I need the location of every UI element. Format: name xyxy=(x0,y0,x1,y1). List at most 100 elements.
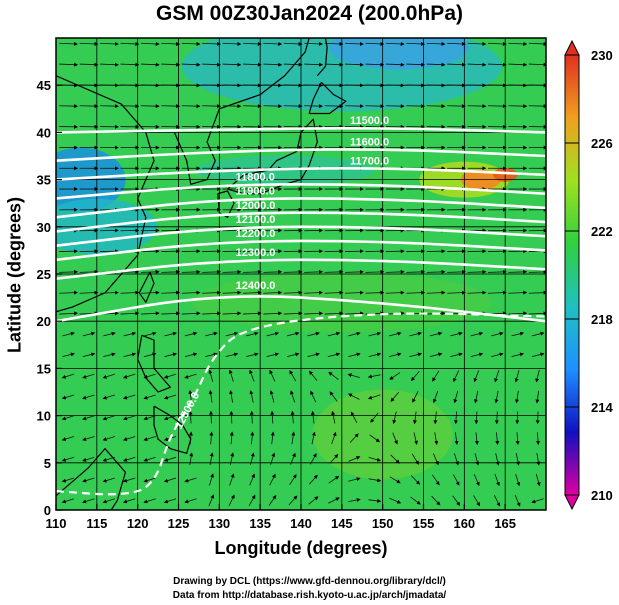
wind-arrow xyxy=(328,371,339,380)
wind-arrow xyxy=(508,62,528,67)
y-axis-ticks: 0 5 10 15 20 25 30 35 40 45 xyxy=(37,78,62,518)
contour-line xyxy=(56,183,546,200)
wind-arrow xyxy=(324,311,344,316)
wind-arrow xyxy=(202,311,221,316)
x-tick-label: 120 xyxy=(127,516,149,531)
wind-arrow xyxy=(309,453,317,465)
wind-arrow xyxy=(345,269,364,274)
wind-arrow xyxy=(202,290,221,295)
wind-arrow xyxy=(474,411,479,425)
wind-arrow xyxy=(348,393,360,400)
wind-arrow xyxy=(286,352,300,358)
wind-arrow xyxy=(100,41,119,46)
wind-arrow xyxy=(304,311,324,316)
wind-arrow xyxy=(368,394,381,400)
wind-arrow xyxy=(161,311,181,316)
y-tick-label: 20 xyxy=(37,314,51,329)
contour-line xyxy=(56,127,546,134)
wind-arrow xyxy=(454,432,459,446)
wind-arrow xyxy=(222,62,242,67)
wind-arrow xyxy=(406,83,426,88)
wind-arrow xyxy=(225,352,239,358)
wind-arrow xyxy=(263,311,283,316)
wind-arrow xyxy=(514,494,521,507)
wind-arrow xyxy=(270,431,275,445)
colorbar-tick-label: 222 xyxy=(591,224,613,239)
wind-arrow xyxy=(304,290,324,295)
wind-arrow xyxy=(263,83,283,88)
x-tick-label: 115 xyxy=(86,516,107,531)
wind-arrow xyxy=(102,498,115,504)
contour-label: 11800.0 xyxy=(236,172,275,184)
wind-arrow xyxy=(283,62,303,67)
wind-arrow xyxy=(250,452,255,465)
wind-arrow xyxy=(270,410,275,424)
wind-arrow xyxy=(228,494,235,507)
wind-arrow xyxy=(345,62,364,67)
wind-arrow xyxy=(59,290,79,295)
wind-arrow xyxy=(266,331,280,337)
wind-arrow xyxy=(515,473,521,487)
wind-arrow xyxy=(368,352,382,358)
wind-arrow xyxy=(209,431,214,445)
wind-arrow xyxy=(289,474,297,486)
wind-arrow xyxy=(229,431,234,445)
wind-arrow xyxy=(347,373,360,378)
coast-hokkaido xyxy=(308,81,347,115)
wind-arrow xyxy=(263,41,283,46)
wind-arrow xyxy=(368,457,382,462)
wind-arrow xyxy=(304,41,324,46)
wind-arrow xyxy=(229,410,234,424)
wind-arrow xyxy=(123,498,136,504)
wind-arrow xyxy=(209,452,214,465)
wind-arrow xyxy=(536,432,541,446)
wind-arrow xyxy=(229,473,235,486)
x-tick-label: 110 xyxy=(46,516,67,531)
wind-arrow xyxy=(140,290,160,295)
wind-arrow xyxy=(426,41,446,46)
wind-arrow xyxy=(514,370,520,383)
wind-arrow xyxy=(310,410,315,424)
wind-arrow xyxy=(307,352,320,358)
wind-arrow xyxy=(184,477,197,483)
wind-arrow xyxy=(327,352,341,358)
colorbar-tick-label: 230 xyxy=(591,48,613,63)
coast-taiwan xyxy=(138,271,155,303)
wind-arrow xyxy=(61,373,75,379)
wind-arrow xyxy=(327,331,341,337)
contour-label: 12300.0 xyxy=(236,247,276,259)
x-tick-label: 130 xyxy=(208,516,230,531)
coast-borneo xyxy=(56,448,127,510)
wind-arrow xyxy=(202,269,221,274)
wind-arrow xyxy=(345,83,364,88)
wind-arrow xyxy=(467,269,487,274)
wind-arrow xyxy=(102,436,115,441)
wind-arrow xyxy=(266,352,280,358)
wind-arrow xyxy=(412,411,417,425)
wind-arrow xyxy=(508,311,528,316)
wind-arrow xyxy=(426,62,446,67)
colorbar-body xyxy=(564,54,580,496)
y-tick-label: 0 xyxy=(44,503,51,518)
wind-arrow xyxy=(528,311,546,316)
wind-arrow xyxy=(467,62,487,67)
grid-layer xyxy=(56,38,546,510)
wind-arrow xyxy=(120,62,140,67)
wind-arrow xyxy=(432,390,439,404)
wind-arrow xyxy=(494,390,499,404)
wind-arrow xyxy=(242,290,262,295)
wind-arrow xyxy=(511,352,525,358)
wind-arrow xyxy=(515,453,520,466)
wind-arrow xyxy=(263,269,283,274)
wind-arrow xyxy=(365,41,385,46)
colorbar-tick-label: 210 xyxy=(591,488,613,503)
colorbar-tick-label: 226 xyxy=(591,136,613,151)
wind-arrow xyxy=(184,498,197,504)
wind-arrow xyxy=(189,452,194,466)
wind-arrow xyxy=(348,456,361,462)
wind-arrow xyxy=(222,269,242,274)
wind-arrow xyxy=(222,290,242,295)
wind-arrow xyxy=(163,373,177,379)
wind-arrow xyxy=(389,476,401,484)
